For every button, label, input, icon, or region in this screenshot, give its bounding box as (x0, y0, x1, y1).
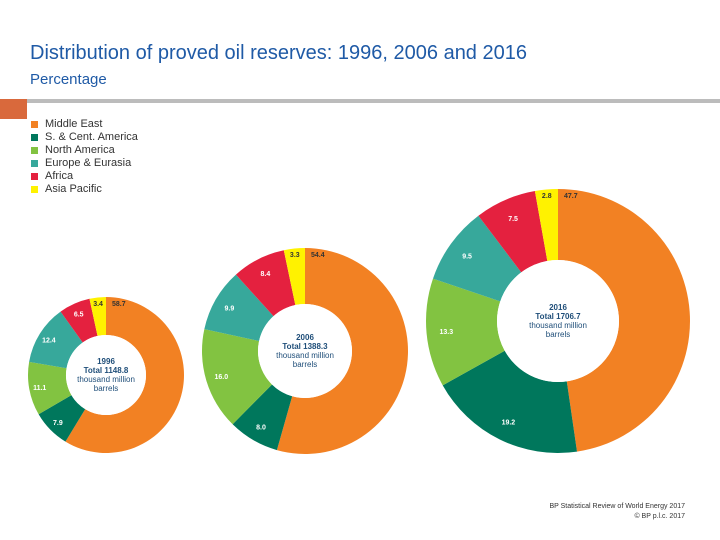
chart-legend: Middle East S. & Cent. America North Ame… (31, 118, 138, 196)
legend-item-north-america: North America (31, 144, 138, 157)
slide-subtitle: Percentage (30, 71, 107, 88)
center-total-2016: Total 1706.7 (535, 312, 581, 321)
legend-label: Middle East (45, 118, 103, 130)
data-label-2006-asia-pacific: 3.3 (290, 252, 300, 259)
slice-2006-s-cent-america (232, 384, 293, 451)
legend-swatch (31, 134, 38, 141)
donut-center-1996 (66, 335, 146, 415)
slice-2006-asia-pacific (283, 248, 305, 306)
legend-item-asia-pacific: Asia Pacific (31, 183, 138, 196)
title-rule-accent (0, 99, 27, 119)
donut-center-2016 (497, 260, 619, 382)
slice-1996-asia-pacific (89, 297, 106, 336)
data-label-2006-north-america: 16.0 (214, 374, 228, 381)
center-total-1996: Total 1148.8 (84, 366, 129, 375)
data-label-1996-north-america: 11.1 (33, 385, 46, 392)
slice-1996-middle-east (65, 297, 184, 453)
data-label-2006-europe-eurasia: 9.9 (225, 305, 235, 312)
center-unit-2006: barrels (293, 360, 317, 369)
center-unit-2006: thousand million (276, 351, 334, 360)
data-label-2016-middle-east: 47.7 (564, 193, 578, 200)
legend-swatch (31, 160, 38, 167)
legend-swatch (31, 173, 38, 180)
title-rule-line (27, 99, 720, 103)
slice-2006-middle-east (276, 248, 409, 454)
slice-2016-europe-eurasia (432, 215, 522, 302)
data-label-2016-africa: 7.5 (508, 216, 518, 223)
slide-title: Distribution of proved oil reserves: 199… (30, 42, 527, 64)
data-label-1996-europe-eurasia: 12.4 (42, 337, 56, 344)
data-label-2006-s-cent-america: 8.0 (256, 424, 266, 431)
legend-label: Africa (45, 170, 74, 182)
data-label-2006-middle-east: 54.4 (311, 252, 325, 259)
source-note: BP Statistical Review of World Energy 20… (549, 502, 685, 522)
slice-1996-africa (60, 298, 98, 343)
slice-1996-s-cent-america (38, 395, 86, 442)
center-year-2016: 2016 (549, 303, 567, 312)
source-line-2: © BP p.l.c. 2017 (634, 513, 685, 520)
slice-1996-north-america (27, 361, 72, 415)
center-total-2006: Total 1388.3 (282, 342, 328, 351)
data-label-2006-africa: 8.4 (261, 271, 271, 278)
slice-2016-s-cent-america (442, 350, 578, 453)
slice-2016-north-america (426, 278, 505, 386)
legend-label: S. & Cent. America (45, 131, 138, 143)
legend-swatch (31, 147, 38, 154)
center-unit-1996: thousand million (77, 375, 135, 384)
slice-2006-africa (235, 250, 296, 317)
slice-2016-middle-east (558, 189, 691, 452)
data-label-1996-s-cent-america: 7.9 (53, 420, 63, 427)
data-label-2016-asia-pacific: 2.8 (542, 193, 552, 200)
legend-label: Europe & Eurasia (45, 157, 132, 169)
slice-1996-europe-eurasia (29, 311, 83, 369)
data-label-2016-s-cent-america: 19.2 (502, 420, 516, 427)
center-unit-2016: barrels (546, 330, 570, 339)
legend-swatch (31, 121, 38, 128)
legend-item-africa: Africa (31, 170, 138, 183)
legend-item-middle-east: Middle East (31, 118, 138, 131)
center-unit-1996: barrels (94, 384, 118, 393)
legend-item-europe-eurasia: Europe & Eurasia (31, 157, 138, 170)
legend-label: North America (45, 144, 115, 156)
legend-swatch (31, 186, 38, 193)
center-year-2006: 2006 (296, 333, 314, 342)
donut-center-2006 (258, 304, 352, 398)
data-label-1996-africa: 6.5 (74, 311, 84, 318)
data-label-1996-asia-pacific: 3.4 (93, 301, 103, 308)
center-year-1996: 1996 (97, 357, 115, 366)
slice-2006-north-america (202, 329, 272, 425)
source-line-1: BP Statistical Review of World Energy 20… (549, 503, 685, 510)
slice-2006-europe-eurasia (204, 274, 274, 342)
center-unit-2016: thousand million (529, 321, 587, 330)
slice-2016-asia-pacific (534, 189, 558, 261)
legend-item-s-cent-america: S. & Cent. America (31, 131, 138, 144)
data-label-2016-europe-eurasia: 9.5 (462, 253, 472, 260)
data-label-2016-north-america: 13.3 (439, 329, 453, 336)
data-label-1996-middle-east: 58.7 (112, 301, 126, 308)
slice-2016-africa (478, 191, 548, 273)
legend-label: Asia Pacific (45, 183, 102, 195)
